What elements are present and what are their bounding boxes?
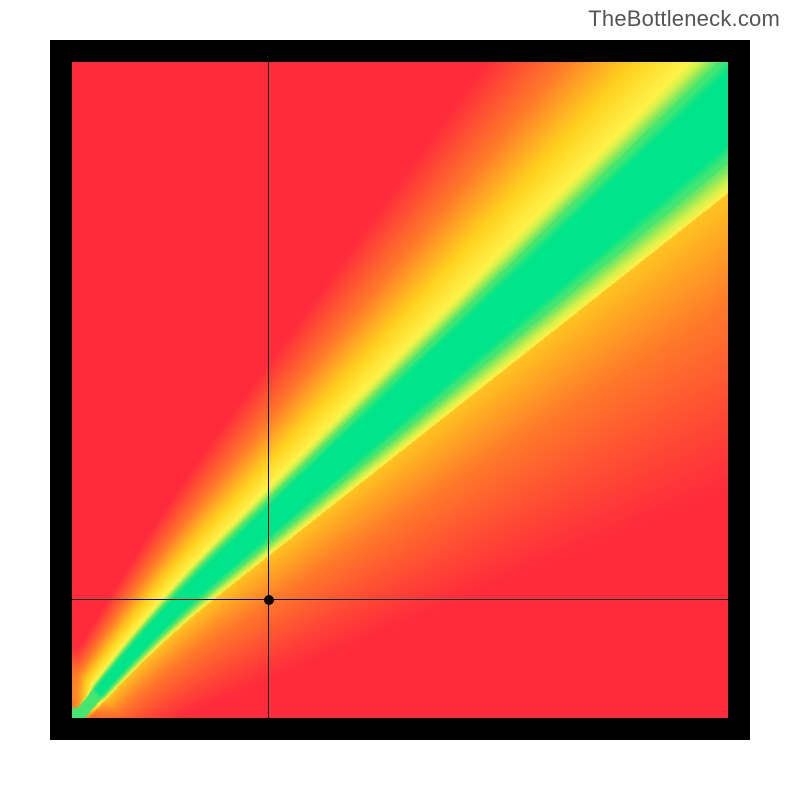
watermark-text: TheBottleneck.com	[588, 6, 780, 32]
plot-frame	[50, 40, 750, 740]
crosshair-marker	[264, 595, 274, 605]
crosshair-vertical	[268, 62, 269, 718]
heatmap-canvas	[72, 62, 728, 718]
crosshair-horizontal	[72, 599, 728, 600]
